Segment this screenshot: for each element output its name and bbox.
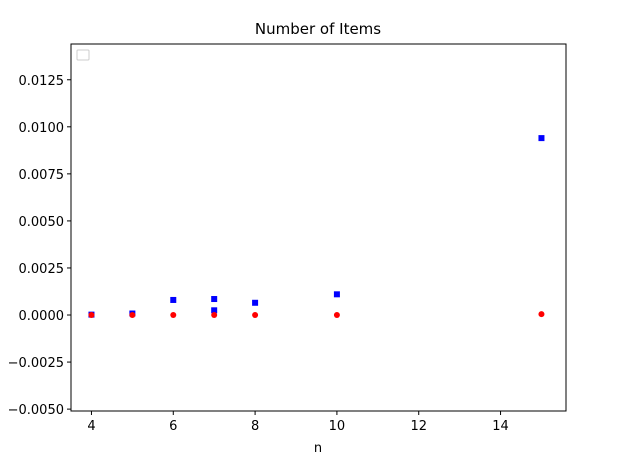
y-tick-label: 0.0000 [19,309,65,324]
data-point-square [538,135,545,142]
x-axis-label: n [314,441,322,456]
y-tick-label: 0.0025 [19,262,65,277]
data-point-square [333,291,340,298]
x-tick-label: 8 [251,419,259,434]
axis-ticks: 4 6 8 10 12 14 −0.0050 −0.0025 0.0000 0.0025 0.005… [8,74,509,434]
y-tick-label: 0.0050 [19,215,65,230]
x-tick-label: 10 [329,419,346,434]
data-point-circle [211,312,218,319]
y-tick-label: −0.0050 [8,403,64,418]
x-tick-label: 4 [87,419,95,434]
data-points [88,135,545,319]
data-point-square [170,296,177,303]
x-tick-label: 12 [410,419,427,434]
plot-area-frame [70,43,567,412]
legend-box [76,49,90,61]
chart-title: Number of Items [255,20,381,38]
data-point-square [211,307,218,314]
x-tick-label: 6 [169,419,177,434]
y-tick-label: 0.0125 [19,74,65,89]
y-tick-label: 0.0100 [19,121,65,136]
data-point-circle [538,311,545,318]
data-point-circle [88,312,95,319]
y-tick-label: 0.0075 [19,168,65,183]
data-point-circle [170,312,177,319]
x-tick-label: 14 [492,419,509,434]
data-point-square [252,299,259,306]
data-point-square [211,296,218,303]
data-point-circle [129,312,136,319]
data-point-circle [333,312,340,319]
data-point-circle [252,312,259,319]
y-tick-label: −0.0025 [8,356,64,371]
